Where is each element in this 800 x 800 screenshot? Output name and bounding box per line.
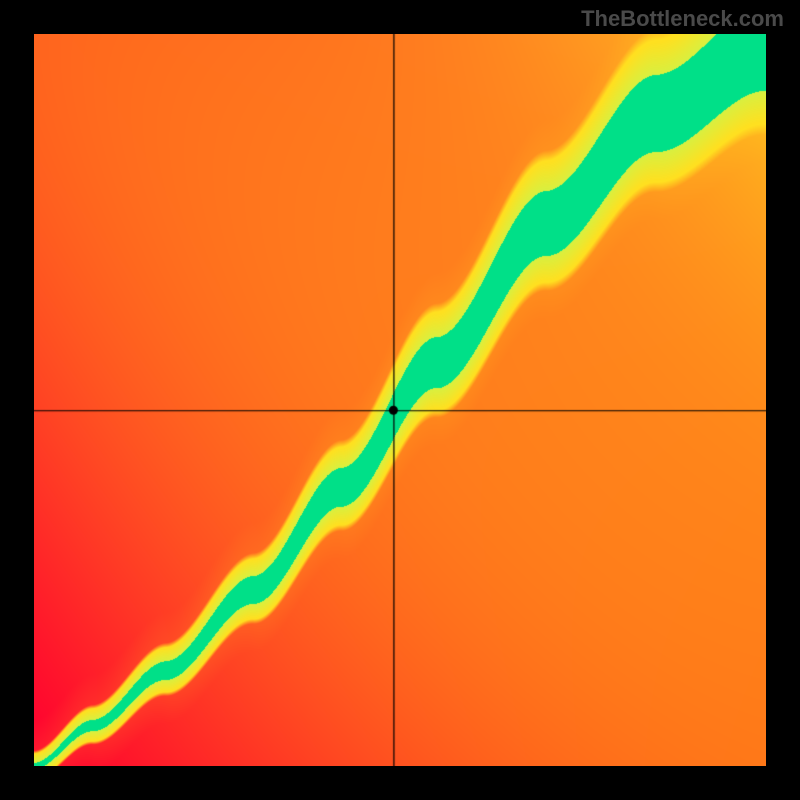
heatmap-plot [34,34,766,766]
heatmap-canvas [34,34,766,766]
watermark-text: TheBottleneck.com [581,6,784,32]
